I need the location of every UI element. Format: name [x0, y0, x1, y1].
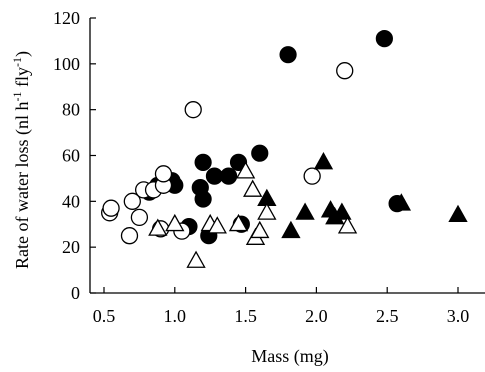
y-axis-label: Rate of water loss (nl h-1 fly-1) [10, 51, 33, 269]
y-tick-label: 60 [62, 146, 80, 166]
x-tick-label: 1.0 [164, 306, 187, 326]
y-ticks: 0 20 40 60 80 100 120 [53, 8, 96, 303]
data-point-open-circle [303, 167, 321, 185]
data-point-open-triangle [207, 216, 227, 234]
y-axis-label-mid: fly [12, 67, 32, 92]
data-point-open-triangle [243, 179, 263, 197]
y-axis-label-end: ) [12, 51, 33, 57]
data-point-filled-circle [229, 153, 248, 171]
x-ticks: 0.5 1.0 1.5 2.0 2.5 3.0 [93, 287, 470, 326]
data-point-filled-circle [194, 190, 212, 208]
data-point-open-circle [184, 101, 202, 119]
y-tick-label: 120 [53, 8, 80, 28]
data-point-filled-circle [194, 153, 212, 171]
data-point-open-circle [102, 199, 120, 217]
data-point-open-triangle [235, 161, 256, 179]
x-tick-label: 3.0 [447, 306, 470, 326]
data-point-open-triangle [186, 250, 206, 268]
data-point-open-circle [154, 165, 173, 183]
y-tick-label: 0 [71, 283, 80, 303]
y-axis-label-sup2: -1 [10, 57, 24, 67]
data-points [101, 30, 468, 268]
data-point-filled-circle [220, 167, 238, 185]
y-axis-label-sup1: -1 [10, 92, 24, 102]
y-tick-label: 20 [62, 237, 80, 257]
data-point-open-circle [336, 62, 354, 80]
data-point-open-triangle [250, 220, 270, 239]
data-point-filled-circle [375, 30, 393, 48]
data-point-open-circle [120, 227, 139, 245]
x-axis-label: Mass (mg) [251, 346, 329, 367]
x-tick-label: 2.0 [305, 306, 328, 326]
data-point-open-circle [130, 208, 149, 227]
y-tick-label: 40 [62, 191, 80, 211]
data-point-filled-circle [279, 46, 297, 64]
data-point-filled-triangle [313, 152, 334, 170]
x-tick-label: 0.5 [93, 306, 116, 326]
data-point-open-triangle [228, 213, 249, 232]
y-axis-label-main: Rate of water loss (nl h [12, 102, 33, 269]
data-point-filled-triangle [391, 193, 412, 211]
x-tick-label: 2.5 [376, 306, 399, 326]
data-point-open-circle [123, 192, 141, 210]
data-point-open-triangle [337, 216, 358, 234]
x-tick-label: 1.5 [234, 306, 257, 326]
data-point-filled-triangle [281, 220, 301, 239]
data-point-filled-triangle [332, 202, 352, 220]
data-point-filled-triangle [295, 202, 315, 220]
y-tick-label: 100 [53, 54, 80, 74]
data-point-filled-circle [251, 144, 269, 162]
data-point-open-triangle [148, 218, 168, 236]
data-point-filled-triangle [448, 204, 468, 223]
data-point-open-triangle [165, 213, 185, 232]
y-tick-label: 80 [62, 100, 80, 120]
data-point-open-triangle [257, 202, 277, 220]
